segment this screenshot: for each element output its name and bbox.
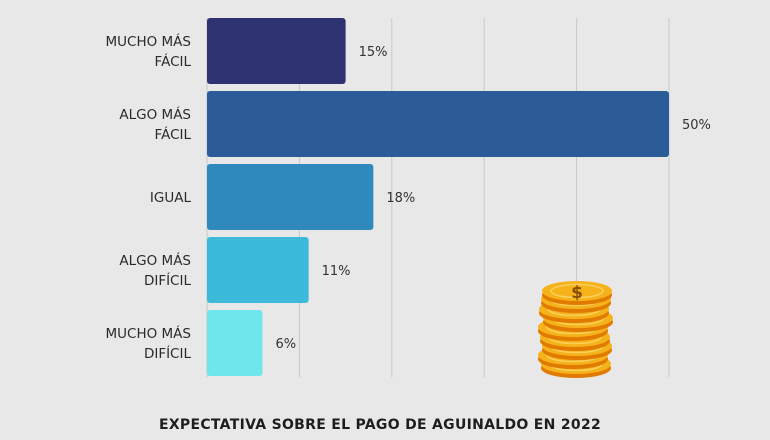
bar <box>207 164 374 230</box>
chart-bars <box>207 18 669 376</box>
value-label: 18% <box>386 191 415 206</box>
coin-stack-icon: $ <box>538 281 613 378</box>
value-label: 50% <box>682 118 711 133</box>
dollar-symbol: $ <box>571 283 583 303</box>
chart-title: EXPECTATIVA SOBRE EL PAGO DE AGUINALDO E… <box>159 417 601 433</box>
category-label: MUCHO MÁS FÁCIL <box>106 33 192 70</box>
bar <box>207 310 263 376</box>
category-label: ALGO MÁS FÁCIL <box>119 106 191 143</box>
bar <box>207 18 346 84</box>
bar <box>207 237 309 303</box>
bar <box>207 91 669 157</box>
category-labels: MUCHO MÁS FÁCIL ALGO MÁS FÁCIL IGUAL ALGO MÁS… <box>106 33 192 362</box>
value-label: 6% <box>275 337 296 352</box>
value-labels: 15% 50% 18% 11% 6% <box>275 45 710 352</box>
coin-rim <box>550 283 604 299</box>
category-label: IGUAL <box>150 190 192 206</box>
value-label: 15% <box>359 45 388 60</box>
value-label: 11% <box>322 264 351 279</box>
category-label: ALGO MÁS DIFÍCIL <box>119 252 191 289</box>
category-label: MUCHO MÁS DIFÍCIL <box>106 325 192 362</box>
